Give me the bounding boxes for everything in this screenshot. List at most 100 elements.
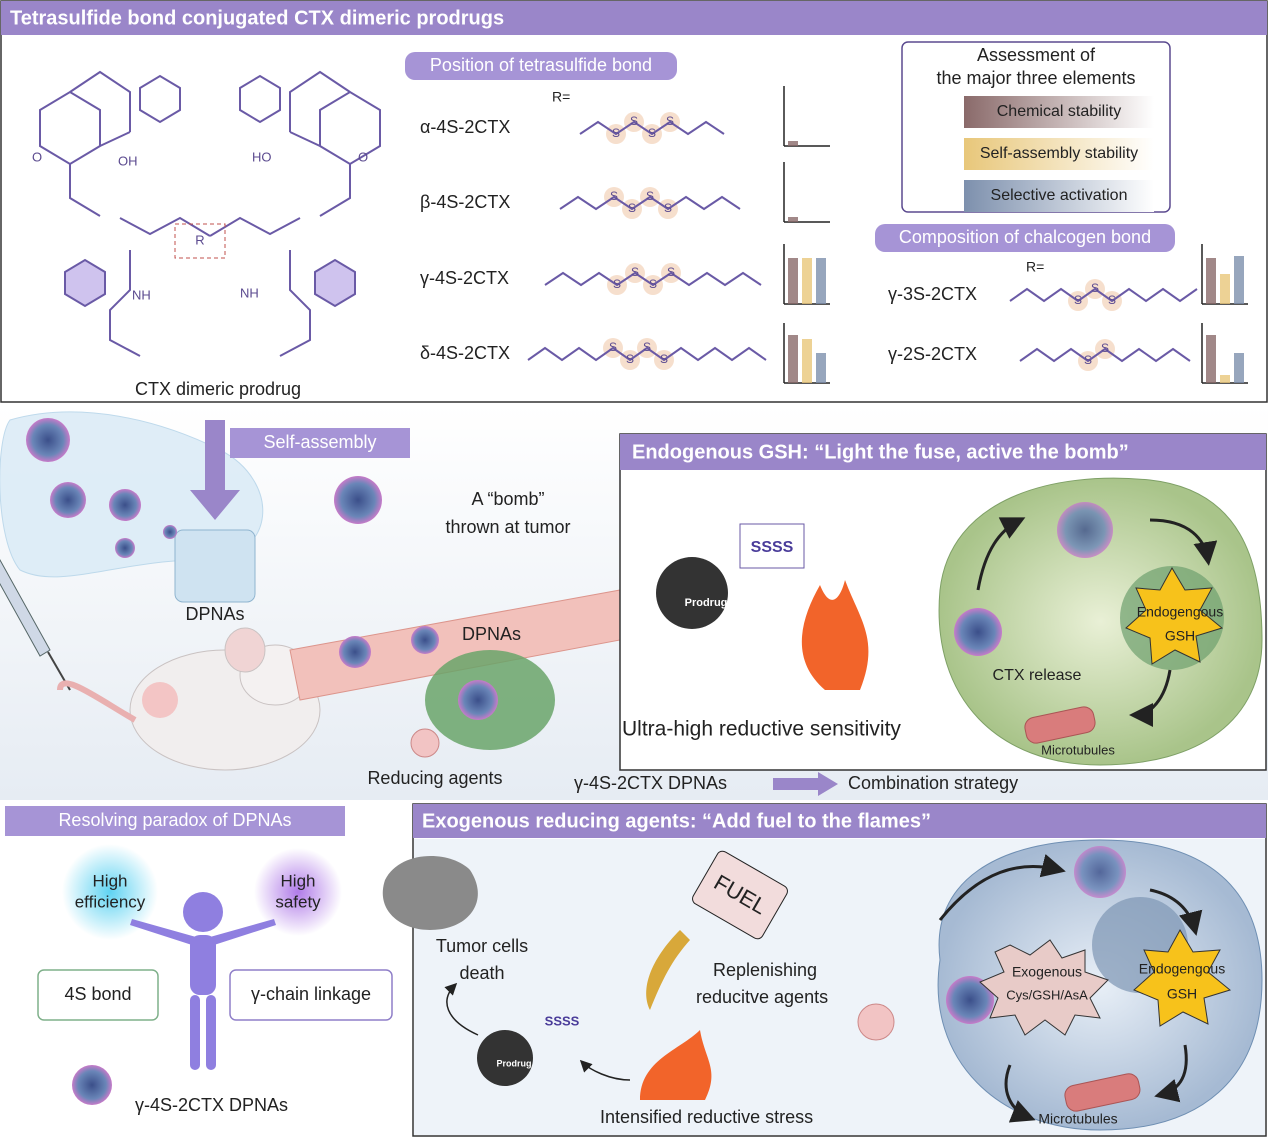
mini-bar xyxy=(816,258,826,304)
flow-from: γ-4S-2CTX DPNAs xyxy=(574,773,727,793)
sulfur-atom: S xyxy=(643,340,651,354)
sulfur-atom: S xyxy=(1084,353,1092,367)
compound-label: α-4S-2CTX xyxy=(420,117,510,137)
alkyl-chain xyxy=(527,346,767,362)
r-equals: R= xyxy=(1026,259,1044,275)
alkyl-chain xyxy=(1019,347,1191,363)
bomb-label: Prodrug xyxy=(497,1058,532,1068)
fuse-box xyxy=(739,523,805,569)
structure-caption: CTX dimeric prodrug xyxy=(135,379,301,399)
endogenous-caption: Ultra-high reductive sensitivity xyxy=(622,718,901,741)
sulfur-atom: S xyxy=(666,114,674,128)
sulfur-atom: S xyxy=(667,265,675,279)
tumor-death: death xyxy=(459,963,504,983)
oh-label: OH xyxy=(118,153,138,168)
mini-bar xyxy=(802,339,812,383)
nanoparticle xyxy=(109,489,141,521)
nanoparticle xyxy=(1074,846,1126,898)
endogenous-title: Endogenous GSH: “Light the fuse, active … xyxy=(632,441,1129,463)
sulfur-atom: S xyxy=(631,265,639,279)
mini-bar xyxy=(1206,335,1216,383)
gsh-label: GSH xyxy=(1165,628,1195,644)
scissors-icon xyxy=(857,1003,895,1041)
arrow xyxy=(579,1059,631,1081)
r-box xyxy=(174,223,226,259)
arrow xyxy=(444,982,479,1036)
fuel-can: FUEL xyxy=(692,850,788,940)
alkyl-chain xyxy=(544,271,762,287)
boc xyxy=(109,250,311,357)
arrow xyxy=(1149,888,1203,936)
glow-cyan xyxy=(62,844,158,940)
sulfur-atom: S xyxy=(626,352,634,366)
bond-box xyxy=(37,969,159,1021)
glow-purple xyxy=(254,848,342,936)
sulfur-atom: S xyxy=(613,277,621,291)
assessment-title: the major three elements xyxy=(936,68,1135,88)
nanoparticle xyxy=(163,525,177,539)
efficiency-label: High xyxy=(93,871,128,890)
nanoparticle xyxy=(72,1065,112,1105)
core-right xyxy=(289,70,381,217)
ctx-release: CTX release xyxy=(993,667,1082,684)
sulfur-atom: S xyxy=(1108,293,1116,307)
vessel-label: DPNAs xyxy=(462,624,521,644)
arrow xyxy=(1004,1064,1036,1123)
mini-bar xyxy=(1234,256,1244,304)
sulfur-atom: S xyxy=(1074,293,1082,307)
legend-swatch xyxy=(964,180,1154,212)
exogenous-label: Cys/GSH/AsA xyxy=(1006,987,1088,1002)
sulfur-atom: S xyxy=(1091,281,1099,295)
sulfur-atom: S xyxy=(646,189,654,203)
endogenous-header xyxy=(620,434,1266,470)
torso xyxy=(190,935,216,995)
self-assembly: Self-assembly xyxy=(263,432,376,452)
mini-bar xyxy=(1234,353,1244,383)
sulfur-atom: S xyxy=(630,114,638,128)
o-label: O xyxy=(32,149,42,164)
nanoparticles xyxy=(26,418,382,558)
scissors-icon xyxy=(410,728,440,758)
sulfur-atom: S xyxy=(612,126,620,140)
core-left xyxy=(39,70,131,217)
nanoparticle xyxy=(334,476,382,524)
fuel-can-body xyxy=(692,850,788,940)
sulfur-atom: S xyxy=(610,189,618,203)
tumor xyxy=(142,682,178,718)
head xyxy=(183,892,223,932)
mouse-ear xyxy=(224,627,266,673)
gsh-label: Endogengous xyxy=(1137,604,1223,620)
top-title: Tetrasulfide bond conjugated CTX dimeric… xyxy=(10,7,504,29)
nanoparticle xyxy=(339,636,371,668)
phenyl xyxy=(64,258,356,308)
vial xyxy=(174,529,256,603)
nanoparticle xyxy=(954,608,1002,656)
exogenous-title: Exogenous reducing agents: “Add fuel to … xyxy=(422,810,931,832)
position-pill xyxy=(405,52,677,80)
mini-bar xyxy=(788,141,798,146)
benzoyl xyxy=(139,74,281,124)
nanoparticle xyxy=(458,680,498,720)
flame xyxy=(640,1030,712,1100)
reducing-agents: Reducing agents xyxy=(367,768,502,788)
nanoparticle xyxy=(946,976,994,1024)
linkage-box xyxy=(229,969,393,1021)
syringe xyxy=(0,558,51,657)
legend-swatch xyxy=(964,96,1154,128)
efficiency-label: efficiency xyxy=(75,892,146,911)
sulfur-atom: S xyxy=(1101,341,1109,355)
figure-person xyxy=(130,892,276,1070)
safety-label: High xyxy=(281,871,316,890)
leg xyxy=(206,995,216,1070)
sulfur-atom: S xyxy=(609,340,617,354)
mini-bar xyxy=(788,335,798,383)
nh-label: NH xyxy=(132,287,151,302)
microtubules-label: Microtubules xyxy=(1041,742,1115,757)
arrow xyxy=(1149,518,1218,566)
nanoparticle xyxy=(411,626,439,654)
ho-label: HO xyxy=(252,149,272,164)
bomb xyxy=(477,1030,533,1086)
mini-bar xyxy=(788,258,798,304)
mini-bar xyxy=(1220,274,1230,304)
nanoparticle xyxy=(1057,502,1113,558)
